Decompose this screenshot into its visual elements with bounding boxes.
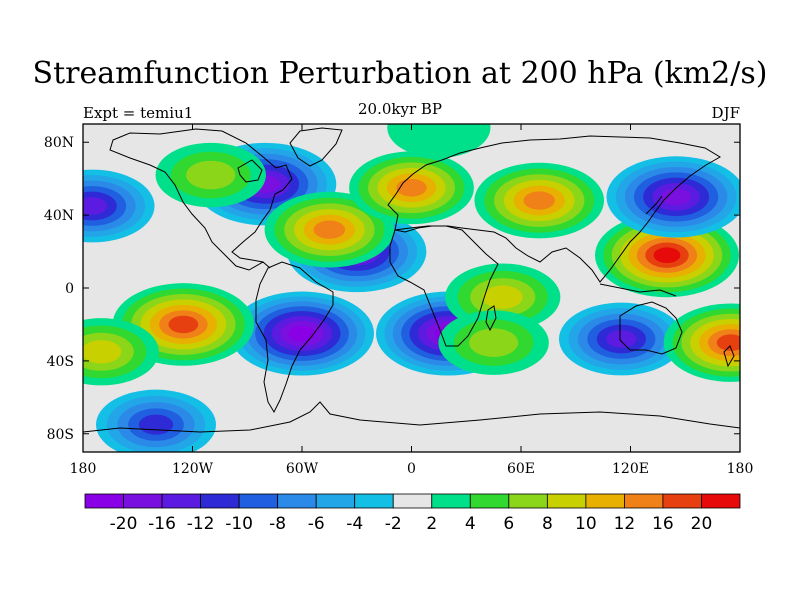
contour-band [469,328,519,357]
colorbar-label: 10 [575,514,597,534]
x-tick-label: 0 [407,461,416,477]
colorbar-swatch [200,493,240,509]
y-tick-label: 80N [44,135,74,151]
season-label: DJF [711,104,740,122]
contour-band [83,197,108,215]
coastline-new-zealand [723,345,735,368]
colorbar-label: -6 [308,514,325,534]
colorbar-swatch [585,493,625,509]
colorbar-swatch [277,493,317,509]
x-tick-label: 180 [70,461,97,477]
colorbar-label: 20 [691,514,713,534]
y-tick-label: 40S [47,354,74,370]
colorbar-swatch [238,493,279,509]
colorbar-swatch [315,493,356,509]
colorbar-label: -10 [225,514,253,534]
colorbar-swatch [84,493,124,509]
contour-band [83,340,122,364]
coastline-indonesia [599,283,677,297]
coastline-greenland [289,127,343,167]
colorbar-swatch [662,493,702,509]
colorbar-label: -2 [385,514,402,534]
y-tick-label: 0 [65,281,74,297]
colorbar-label: 4 [465,514,476,534]
colorbar-swatch [161,493,201,509]
colorbar-label: -20 [110,514,138,534]
y-tick-label: 40N [44,208,74,224]
colorbar-label: -8 [269,514,286,534]
colorbar-label: 8 [542,514,553,534]
colorbar-swatch [392,493,433,509]
colorbar-label: -16 [148,514,176,534]
x-tick-label: 120E [612,461,649,477]
colorbar: -20 -16 -12 -10 -8 -6 -4 -2 2 4 6 8 10 12 16 20 [84,493,741,534]
colorbar-label: 12 [614,514,636,534]
coastline-europe-asia [387,135,721,283]
x-tick-label: 60W [286,461,319,477]
y-tick-label: 80S [47,427,74,443]
x-tick-label: 120W [172,461,214,477]
x-tick-label: 60E [507,461,535,477]
coastline-africa [389,225,499,347]
contour-band [168,315,199,334]
contour-band [186,160,236,190]
time-label: 20.0kyr BP [357,100,443,118]
colorbar-swatch [624,493,664,509]
colorbar-label: 2 [426,514,437,534]
colorbar-label: 6 [503,514,514,534]
contour-band [606,330,637,348]
contour-band [288,325,316,342]
colorbar-swatch [469,493,510,509]
colorbar-swatch [701,493,741,509]
contour-band [523,191,555,210]
coastline-madagascar [485,305,497,332]
experiment-label: Expt = temiu1 [83,104,194,122]
plot-title: Streamfunction Perturbation at 200 hPa (… [32,56,768,91]
contour-band [387,124,491,158]
colorbar-label: -4 [346,514,363,534]
coastline-hudson-bay [237,159,263,183]
colorbar-swatch [431,493,471,509]
coastline-australia [619,301,683,355]
contour-band [661,188,691,206]
colorbar-label: 16 [652,514,674,534]
contour-fill-layer [83,124,740,452]
coastline-antarctica [83,401,740,433]
coastline-layer [83,127,740,433]
colorbar-swatch [508,493,548,509]
contour-band [313,220,346,239]
colorbar-swatch [123,493,163,509]
contour-band [653,247,681,264]
coastline-north-america [109,128,293,271]
coastline-japan [645,195,663,215]
colorbar-swatch [546,493,587,509]
x-tick-label: 180 [727,461,754,477]
coastline-south-america [255,261,334,414]
colorbar-label: -12 [187,514,215,534]
axis-ticks: 180 120W 60W 0 60E 120E 180 80N 40N 0 40S 80S [44,124,753,477]
contour-band [396,178,427,197]
contour-band [482,285,523,309]
contour-band [716,334,740,351]
colorbar-swatch [354,493,394,509]
contour-band [138,414,174,435]
